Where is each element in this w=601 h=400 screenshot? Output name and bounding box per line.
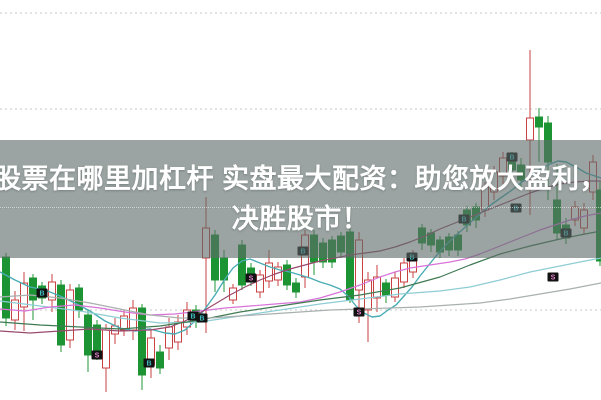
- banner-text-line2: 决胜股市！: [231, 204, 370, 234]
- svg-text:B: B: [409, 255, 414, 262]
- svg-text:B: B: [199, 316, 204, 323]
- promo-banner[interactable]: 股票在哪里加杠杆 实盘最大配资：助您放大盈利， 决胜股市！: [0, 140, 601, 258]
- svg-text:S: S: [357, 310, 362, 317]
- svg-text:S: S: [95, 353, 100, 360]
- svg-text:B: B: [190, 314, 195, 321]
- svg-text:B: B: [39, 291, 44, 298]
- svg-text:S: S: [551, 275, 556, 282]
- svg-text:S: S: [249, 276, 254, 283]
- svg-text:B: B: [146, 361, 151, 368]
- banner-text-line1: 股票在哪里加杠杆 实盘最大配资：助您放大盈利，: [0, 164, 601, 194]
